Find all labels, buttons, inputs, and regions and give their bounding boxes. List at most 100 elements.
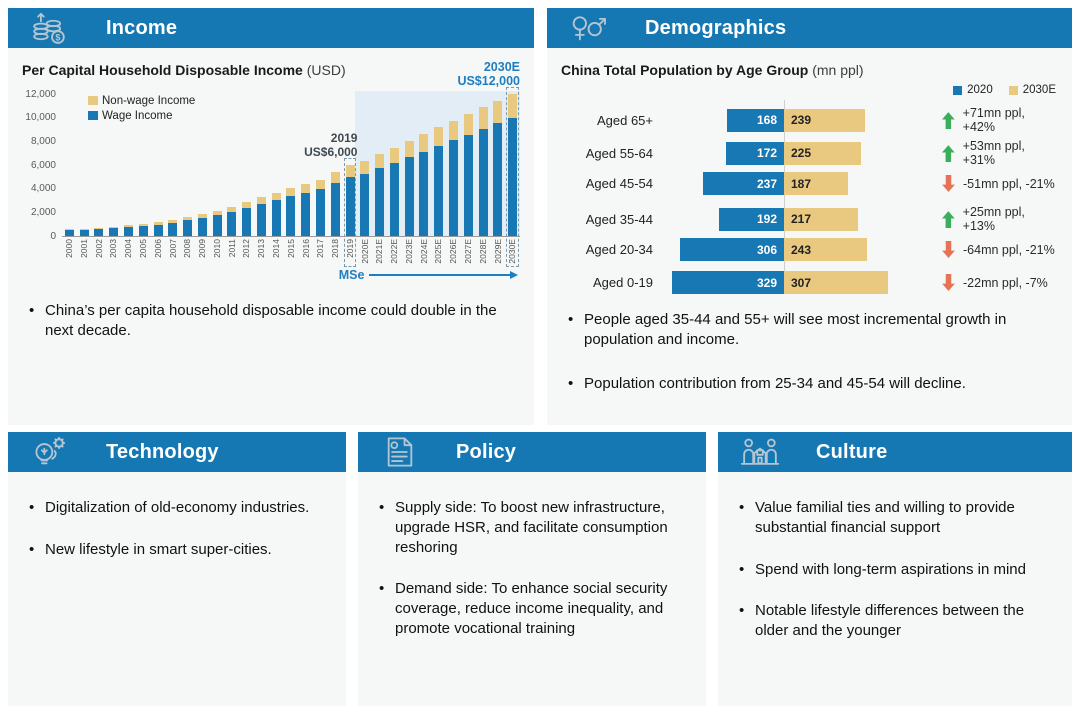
wage-segment: [227, 211, 237, 236]
x-tick-2016: 2016: [300, 238, 311, 258]
up-arrow-icon: [942, 111, 955, 129]
income-panel-title: Income: [106, 16, 178, 39]
y-tick-label: 12,000: [25, 88, 56, 100]
bullet-item: Supply side: To boost new infrastructure…: [372, 498, 692, 557]
bar-2030e: 307: [784, 271, 889, 294]
income-annotation-2030: 2030E US$12,000: [457, 60, 520, 89]
income-bar-2022E: [387, 95, 402, 236]
change-indicator: +71mn ppl, +42%: [912, 106, 1058, 134]
x-tick-2012: 2012: [241, 238, 252, 258]
demo-chart-unit: (mn ppl): [812, 62, 864, 78]
income-bar-2018: [328, 95, 343, 236]
x-tick-2005: 2005: [137, 238, 148, 258]
demographics-panel-title: Demographics: [645, 16, 787, 39]
income-chart-title: Per Capital Household Disposable Income …: [22, 60, 346, 78]
annotation-2030-value: US$12,000: [457, 74, 520, 89]
policy-panel-header: Policy: [358, 432, 706, 472]
down-arrow-icon: [942, 175, 955, 192]
wage-segment: [449, 140, 458, 236]
non-wage-segment: [168, 219, 178, 223]
income-bar-2025E: [431, 95, 446, 236]
x-tick-2027E: 2027E: [463, 238, 474, 264]
wage-segment: [183, 220, 193, 236]
down-arrow-icon: [942, 274, 955, 291]
legend-swatch: [88, 111, 98, 121]
y-tick-label: 4,000: [30, 183, 56, 195]
income-bar-2020E: [357, 95, 372, 236]
income-bar-2003: [106, 95, 121, 236]
wage-segment: [345, 176, 355, 236]
age-group-label: Aged 20-34: [585, 242, 653, 257]
x-tick-2008: 2008: [182, 238, 193, 258]
wage-segment: [153, 224, 163, 236]
x-tick-2001: 2001: [78, 238, 89, 258]
income-bar-2027E: [461, 95, 476, 236]
gender-symbols-icon: [567, 11, 611, 45]
non-wage-segment: [286, 188, 296, 197]
bar-2030e: 217: [784, 207, 858, 231]
x-tick-2024E: 2024E: [418, 238, 429, 264]
wage-segment: [301, 193, 311, 236]
income-panel-header: $ Income: [8, 8, 534, 48]
x-tick-2006: 2006: [152, 238, 163, 258]
x-tick-2015: 2015: [285, 238, 296, 258]
wage-segment: [463, 134, 473, 236]
bar-2020: 329: [672, 271, 784, 294]
change-indicator: +53mn ppl, +31%: [912, 139, 1058, 167]
non-wage-segment: [197, 214, 207, 218]
value-2020: 168: [756, 113, 777, 127]
demographics-panel-header: Demographics: [547, 8, 1072, 48]
non-wage-segment: [301, 184, 311, 194]
bullet-item: Demand side: To enhance social security …: [372, 579, 692, 638]
income-bar-2013: [254, 95, 269, 236]
bullet-item: Value familial ties and willing to provi…: [732, 498, 1058, 538]
income-bar-2000: [62, 95, 77, 236]
legend-label: 2020: [967, 84, 993, 96]
non-wage-segment: [463, 114, 473, 135]
non-wage-segment: [493, 100, 503, 124]
income-bar-2028E: [476, 95, 491, 236]
income-bar-2016: [298, 95, 313, 236]
change-indicator: -22mn ppl, -7%: [912, 274, 1058, 291]
demo-legend: 2020 2030E: [561, 84, 1056, 96]
bullet-item: People aged 35-44 and 55+ will see most …: [561, 310, 1058, 350]
demo-row-aged-0-19: Aged 0-19 329 307 -22mn ppl, -7%: [561, 271, 1058, 294]
income-bar-2005: [136, 95, 151, 236]
wage-segment: [508, 117, 518, 236]
wage-segment: [360, 173, 370, 236]
non-wage-segment: [478, 107, 488, 130]
demo-row-aged-20-34: Aged 20-34 306 243 -64mn ppl, -21%: [561, 238, 1058, 261]
x-tick-2025E: 2025E: [433, 238, 444, 264]
family-house-icon: [738, 435, 782, 469]
income-bar-2015: [284, 95, 299, 236]
bar-2030e: 243: [784, 238, 867, 261]
wage-segment: [123, 227, 133, 236]
income-bar-2008: [180, 95, 195, 236]
wage-segment: [316, 189, 326, 236]
change-text: -51mn ppl, -21%: [963, 176, 1055, 191]
wage-segment: [375, 168, 385, 236]
non-wage-segment: [64, 229, 74, 231]
bullet-item: Notable lifestyle differences between th…: [732, 601, 1058, 641]
demo-row-aged-45-54: Aged 45-54 237 187 -51mn ppl, -21%: [561, 172, 1058, 195]
x-tick-2009: 2009: [197, 238, 208, 258]
non-wage-segment: [183, 216, 193, 221]
x-tick-2028E: 2028E: [477, 238, 488, 264]
income-bar-2002: [92, 95, 107, 236]
bottom-row: Technology Digitalization of old-economy…: [8, 432, 1072, 706]
income-annotation-2019: 2019 US$6,000: [304, 131, 358, 159]
x-tick-2013: 2013: [256, 238, 267, 258]
top-row: $ Income Per Capital Household Disposabl…: [8, 8, 1072, 425]
x-tick-2004: 2004: [123, 238, 134, 258]
x-tick-2000: 2000: [64, 238, 75, 258]
technology-panel-header: Technology: [8, 432, 346, 472]
technology-panel-body: Digitalization of old-economy industries…: [8, 472, 346, 560]
legend-item: Wage Income: [88, 110, 195, 122]
highlight-box-2019: [343, 157, 357, 267]
bar-2030e: 187: [784, 172, 848, 195]
bullet-item: Digitalization of old-economy industries…: [22, 498, 332, 518]
annotation-2030-year: 2030E: [483, 60, 520, 74]
non-wage-segment: [508, 93, 518, 118]
wage-segment: [109, 228, 119, 236]
non-wage-segment: [316, 179, 326, 190]
